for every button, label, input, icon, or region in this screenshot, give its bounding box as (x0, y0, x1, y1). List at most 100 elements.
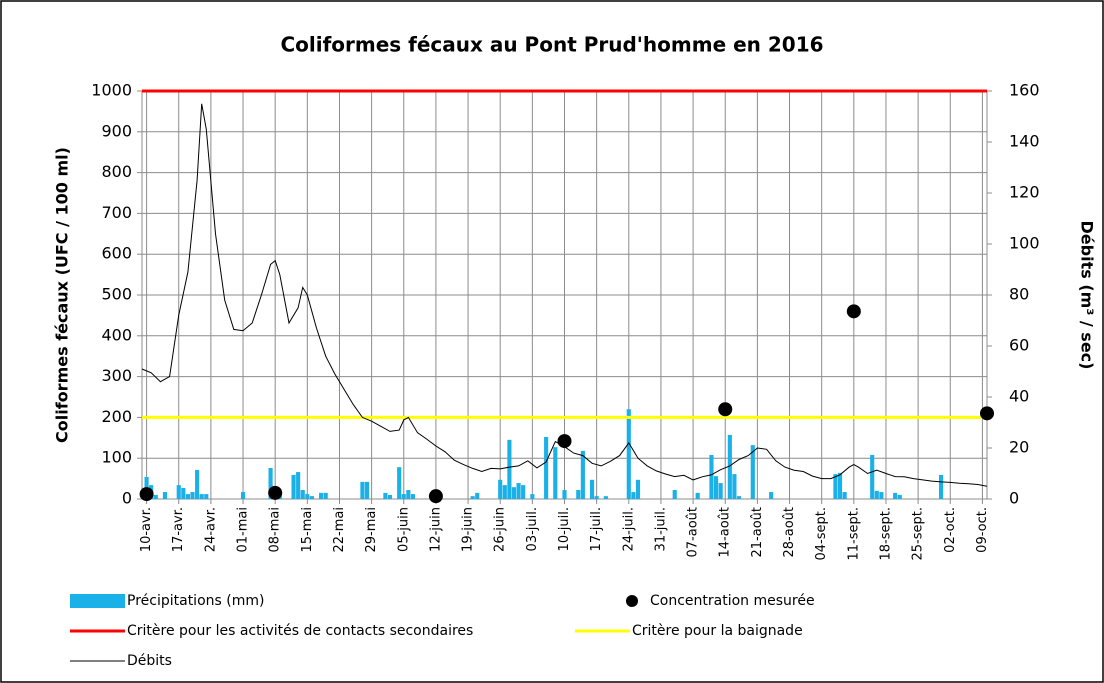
y2-tick-label: 80 (1009, 285, 1029, 304)
bar (268, 467, 273, 499)
y2-tick-label: 20 (1009, 438, 1029, 457)
bar (521, 485, 526, 499)
legend-label: Concentration mesurée (650, 593, 815, 609)
point (139, 487, 154, 502)
x-tick-label: 10-juil. (557, 507, 572, 551)
bar (387, 494, 393, 499)
x-tick-label: 17-avr. (171, 507, 186, 552)
bar (185, 494, 190, 499)
y2-tick-label: 100 (1009, 234, 1040, 253)
x-tick-label: 14-août (718, 507, 733, 558)
y-tick-label: 900 (101, 121, 132, 140)
y2-tick-label: 120 (1009, 183, 1040, 202)
x-tick-label: 01-mai (236, 507, 251, 552)
bar (874, 490, 879, 499)
y-tick-label: 400 (101, 325, 132, 344)
bar (553, 447, 558, 499)
bar (190, 492, 195, 499)
x-tick-label: 17-juil. (589, 507, 604, 551)
bar (576, 490, 581, 499)
legend-label: Débits (127, 653, 172, 669)
bar (939, 474, 944, 499)
bar (580, 450, 585, 499)
y-tick-label: 100 (101, 448, 132, 467)
x-tick-label: 08-mai (268, 507, 283, 552)
y-tick-label: 700 (101, 203, 132, 222)
y-tick-label: 300 (101, 366, 132, 385)
chart-title: Coliformes fécaux au Pont Prud'homme en … (280, 33, 823, 57)
bar (893, 492, 898, 499)
point (268, 485, 283, 500)
bar (507, 439, 512, 499)
bar (544, 436, 549, 499)
legend-swatch (626, 595, 638, 607)
x-tick-label: 29-mai (364, 507, 379, 552)
bar (383, 492, 388, 499)
bar (498, 479, 503, 499)
y-tick-label: 600 (101, 244, 132, 263)
bar (406, 490, 411, 499)
bar (736, 496, 742, 499)
bar (296, 472, 301, 499)
bar (594, 496, 599, 499)
legend-label: Critère pour la baignade (632, 623, 803, 639)
bar (713, 476, 719, 499)
y2-tick-label: 40 (1009, 387, 1029, 406)
point (846, 304, 861, 319)
bar (475, 492, 480, 499)
bar (870, 454, 875, 499)
bar (589, 479, 595, 499)
y-tick-label: 800 (101, 162, 132, 181)
flow-line (141, 103, 988, 487)
point (980, 406, 994, 421)
x-tick-label: 21-août (750, 507, 765, 558)
y2-tick-label: 0 (1009, 489, 1019, 508)
bar (511, 487, 517, 499)
bar (631, 492, 636, 499)
bar (470, 496, 475, 499)
legend-label: Précipitations (mm) (127, 593, 264, 609)
y-tick-label: 1000 (91, 81, 132, 100)
bar (842, 492, 847, 499)
bar (305, 494, 310, 499)
legend-swatch (70, 594, 125, 608)
bar (732, 474, 737, 499)
bar (516, 483, 521, 499)
x-tick-label: 05-juin (396, 507, 411, 552)
bar (195, 470, 200, 499)
bar (364, 481, 370, 499)
bar (360, 481, 365, 499)
bar (410, 494, 416, 499)
bar (635, 479, 641, 499)
y-axis-label: Coliformes fécaux (UFC / 100 ml) (53, 147, 72, 443)
x-tick-label: 24-juil. (621, 507, 636, 551)
bar (204, 494, 209, 499)
bar (309, 496, 314, 499)
y2-tick-label: 60 (1009, 336, 1029, 355)
bar (750, 445, 755, 499)
bar (181, 487, 186, 499)
x-tick-label: 07-août (686, 507, 701, 558)
x-tick-label: 11-sept. (846, 507, 861, 561)
bar (530, 494, 535, 499)
point (557, 434, 572, 449)
y2-tick-label: 160 (1009, 81, 1040, 100)
x-tick-label: 15-mai (300, 507, 315, 552)
bar (897, 494, 902, 499)
x-tick-label: 31-juil. (653, 507, 668, 551)
bar (718, 483, 723, 499)
bar (695, 492, 700, 499)
x-tick-label: 04-sept. (814, 507, 829, 561)
bar (323, 492, 328, 499)
point (428, 489, 443, 504)
x-tick-label: 10-avr. (139, 507, 154, 552)
x-tick-label: 24-avr. (203, 507, 218, 552)
bar (502, 485, 507, 499)
x-tick-label: 18-sept. (878, 507, 893, 561)
x-tick-label: 19-juin (461, 507, 476, 552)
x-tick-label: 12-juin (428, 507, 443, 552)
x-tick-label: 28-août (782, 507, 797, 558)
bar (199, 494, 204, 499)
